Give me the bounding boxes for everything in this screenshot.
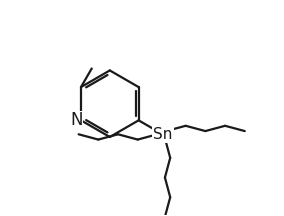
Text: Sn: Sn — [153, 127, 172, 142]
Text: N: N — [70, 111, 83, 129]
